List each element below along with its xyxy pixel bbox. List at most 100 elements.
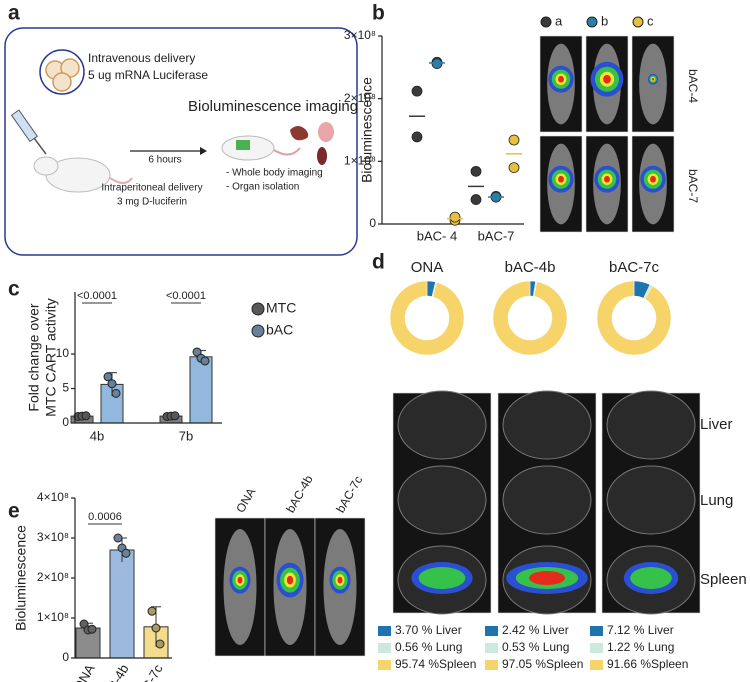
y-axis-label: Fold change over [26, 303, 42, 412]
panel-label: c [8, 278, 20, 301]
data-point [107, 379, 117, 389]
diagram-text: - Organ isolation [226, 182, 299, 193]
panel-label: a [8, 2, 20, 25]
data-point [508, 162, 520, 174]
x-tick-label: bAC- 4 [417, 228, 457, 243]
y-tick-label: 1×10⁸ [37, 610, 69, 624]
panel-label: e [8, 500, 20, 523]
legend-swatch [590, 660, 603, 670]
data-point [470, 165, 482, 177]
legend-label: 0.56 % Lung [395, 640, 462, 654]
panel-label: b [372, 2, 385, 25]
data-point [111, 388, 121, 398]
diagram-text: - Whole body imaging [226, 168, 323, 179]
donut-title: ONA [411, 259, 444, 276]
legend-marker [540, 16, 552, 28]
data-point [411, 131, 423, 143]
y-axis-label: MTC CART activity [43, 298, 59, 417]
signal [604, 175, 610, 183]
data-point [155, 639, 165, 649]
well [397, 390, 487, 460]
x-tick-label: bAC-7 [478, 228, 515, 243]
diagram-text: 5 ug mRNA Luciferase [88, 68, 208, 82]
signal [630, 567, 672, 589]
data-point [449, 211, 461, 223]
legend-swatch [485, 660, 498, 670]
data-point [113, 533, 123, 543]
data-point [81, 411, 91, 421]
data-point [103, 372, 113, 382]
legend-swatch [485, 626, 498, 636]
legend-marker [586, 16, 598, 28]
well [502, 465, 592, 535]
legend-label: c [647, 13, 654, 28]
arrow-head [200, 147, 207, 155]
legend-label: 91.66 %Spleen [607, 657, 688, 671]
workflow-diagram: Intravenous delivery 5 ug mRNA Luciferas… [4, 27, 358, 256]
legend-label: a [555, 13, 563, 28]
legend-swatch [590, 643, 603, 653]
data-point [151, 623, 161, 633]
y-tick-label: 3×10⁸ [344, 28, 376, 42]
legend-marker [251, 324, 265, 338]
signal [558, 75, 564, 83]
y-tick-label: 1×10⁸ [344, 154, 376, 168]
image-row-label: bAC-7 [686, 169, 700, 203]
diagram-text: 6 hours [148, 155, 181, 166]
legend-label: 1.22 % Lung [607, 640, 674, 654]
annotation: <0.0001 [77, 290, 117, 302]
y-tick-label: 0 [62, 415, 69, 429]
legend-swatch [378, 643, 391, 653]
signal [558, 175, 564, 183]
donut-title: bAC-7c [609, 259, 660, 276]
signal [650, 175, 656, 183]
y-axis-label: Bioluminescence [13, 525, 29, 631]
legend-label: b [601, 13, 608, 28]
donut-segment [389, 280, 465, 356]
organ-label: Liver [700, 416, 733, 433]
donut-segment [492, 280, 568, 356]
legend-swatch [378, 626, 391, 636]
signal [237, 576, 243, 584]
diagram-frame [4, 27, 358, 256]
y-tick-label: 3×10⁸ [37, 530, 69, 544]
annotation: <0.0001 [166, 290, 206, 302]
data-point [508, 134, 520, 146]
legend-label: 95.74 %Spleen [395, 657, 476, 671]
y-tick-label: 2×10⁸ [37, 570, 69, 584]
well [502, 390, 592, 460]
y-tick-label: 4×10⁸ [37, 490, 69, 504]
organ-label: Lung [700, 492, 733, 509]
bar [109, 549, 135, 659]
signal [603, 74, 611, 84]
data-point [170, 411, 180, 421]
syringe [10, 109, 47, 155]
organ-label: Spleen [700, 571, 747, 588]
well [606, 390, 696, 460]
data-point [200, 356, 210, 366]
data-point [192, 347, 202, 357]
legend-swatch [378, 660, 391, 670]
legend-label: 0.53 % Lung [502, 640, 569, 654]
legend-marker [632, 16, 644, 28]
imaged-mouse [221, 122, 334, 165]
well [397, 465, 487, 535]
legend-label: 2.42 % Liver [502, 623, 569, 637]
diagram-text: 3 mg D-luciferin [117, 197, 187, 208]
annotation: 0.0006 [88, 511, 122, 523]
y-tick-label: 0 [62, 650, 69, 664]
legend-label: MTC [266, 300, 296, 316]
y-tick-label: 10 [56, 346, 70, 360]
data-point [411, 85, 423, 97]
legend-marker [251, 302, 265, 316]
donut-segment [596, 280, 672, 356]
image-row-label: bAC-4 [686, 69, 700, 103]
legend-swatch [590, 626, 603, 636]
data-point [470, 194, 482, 205]
y-tick-label: 2×10⁸ [344, 91, 376, 105]
signal [418, 567, 466, 589]
mouse [33, 156, 133, 193]
legend-label: 3.70 % Liver [395, 623, 462, 637]
data-point [121, 548, 131, 558]
signal [337, 576, 343, 584]
